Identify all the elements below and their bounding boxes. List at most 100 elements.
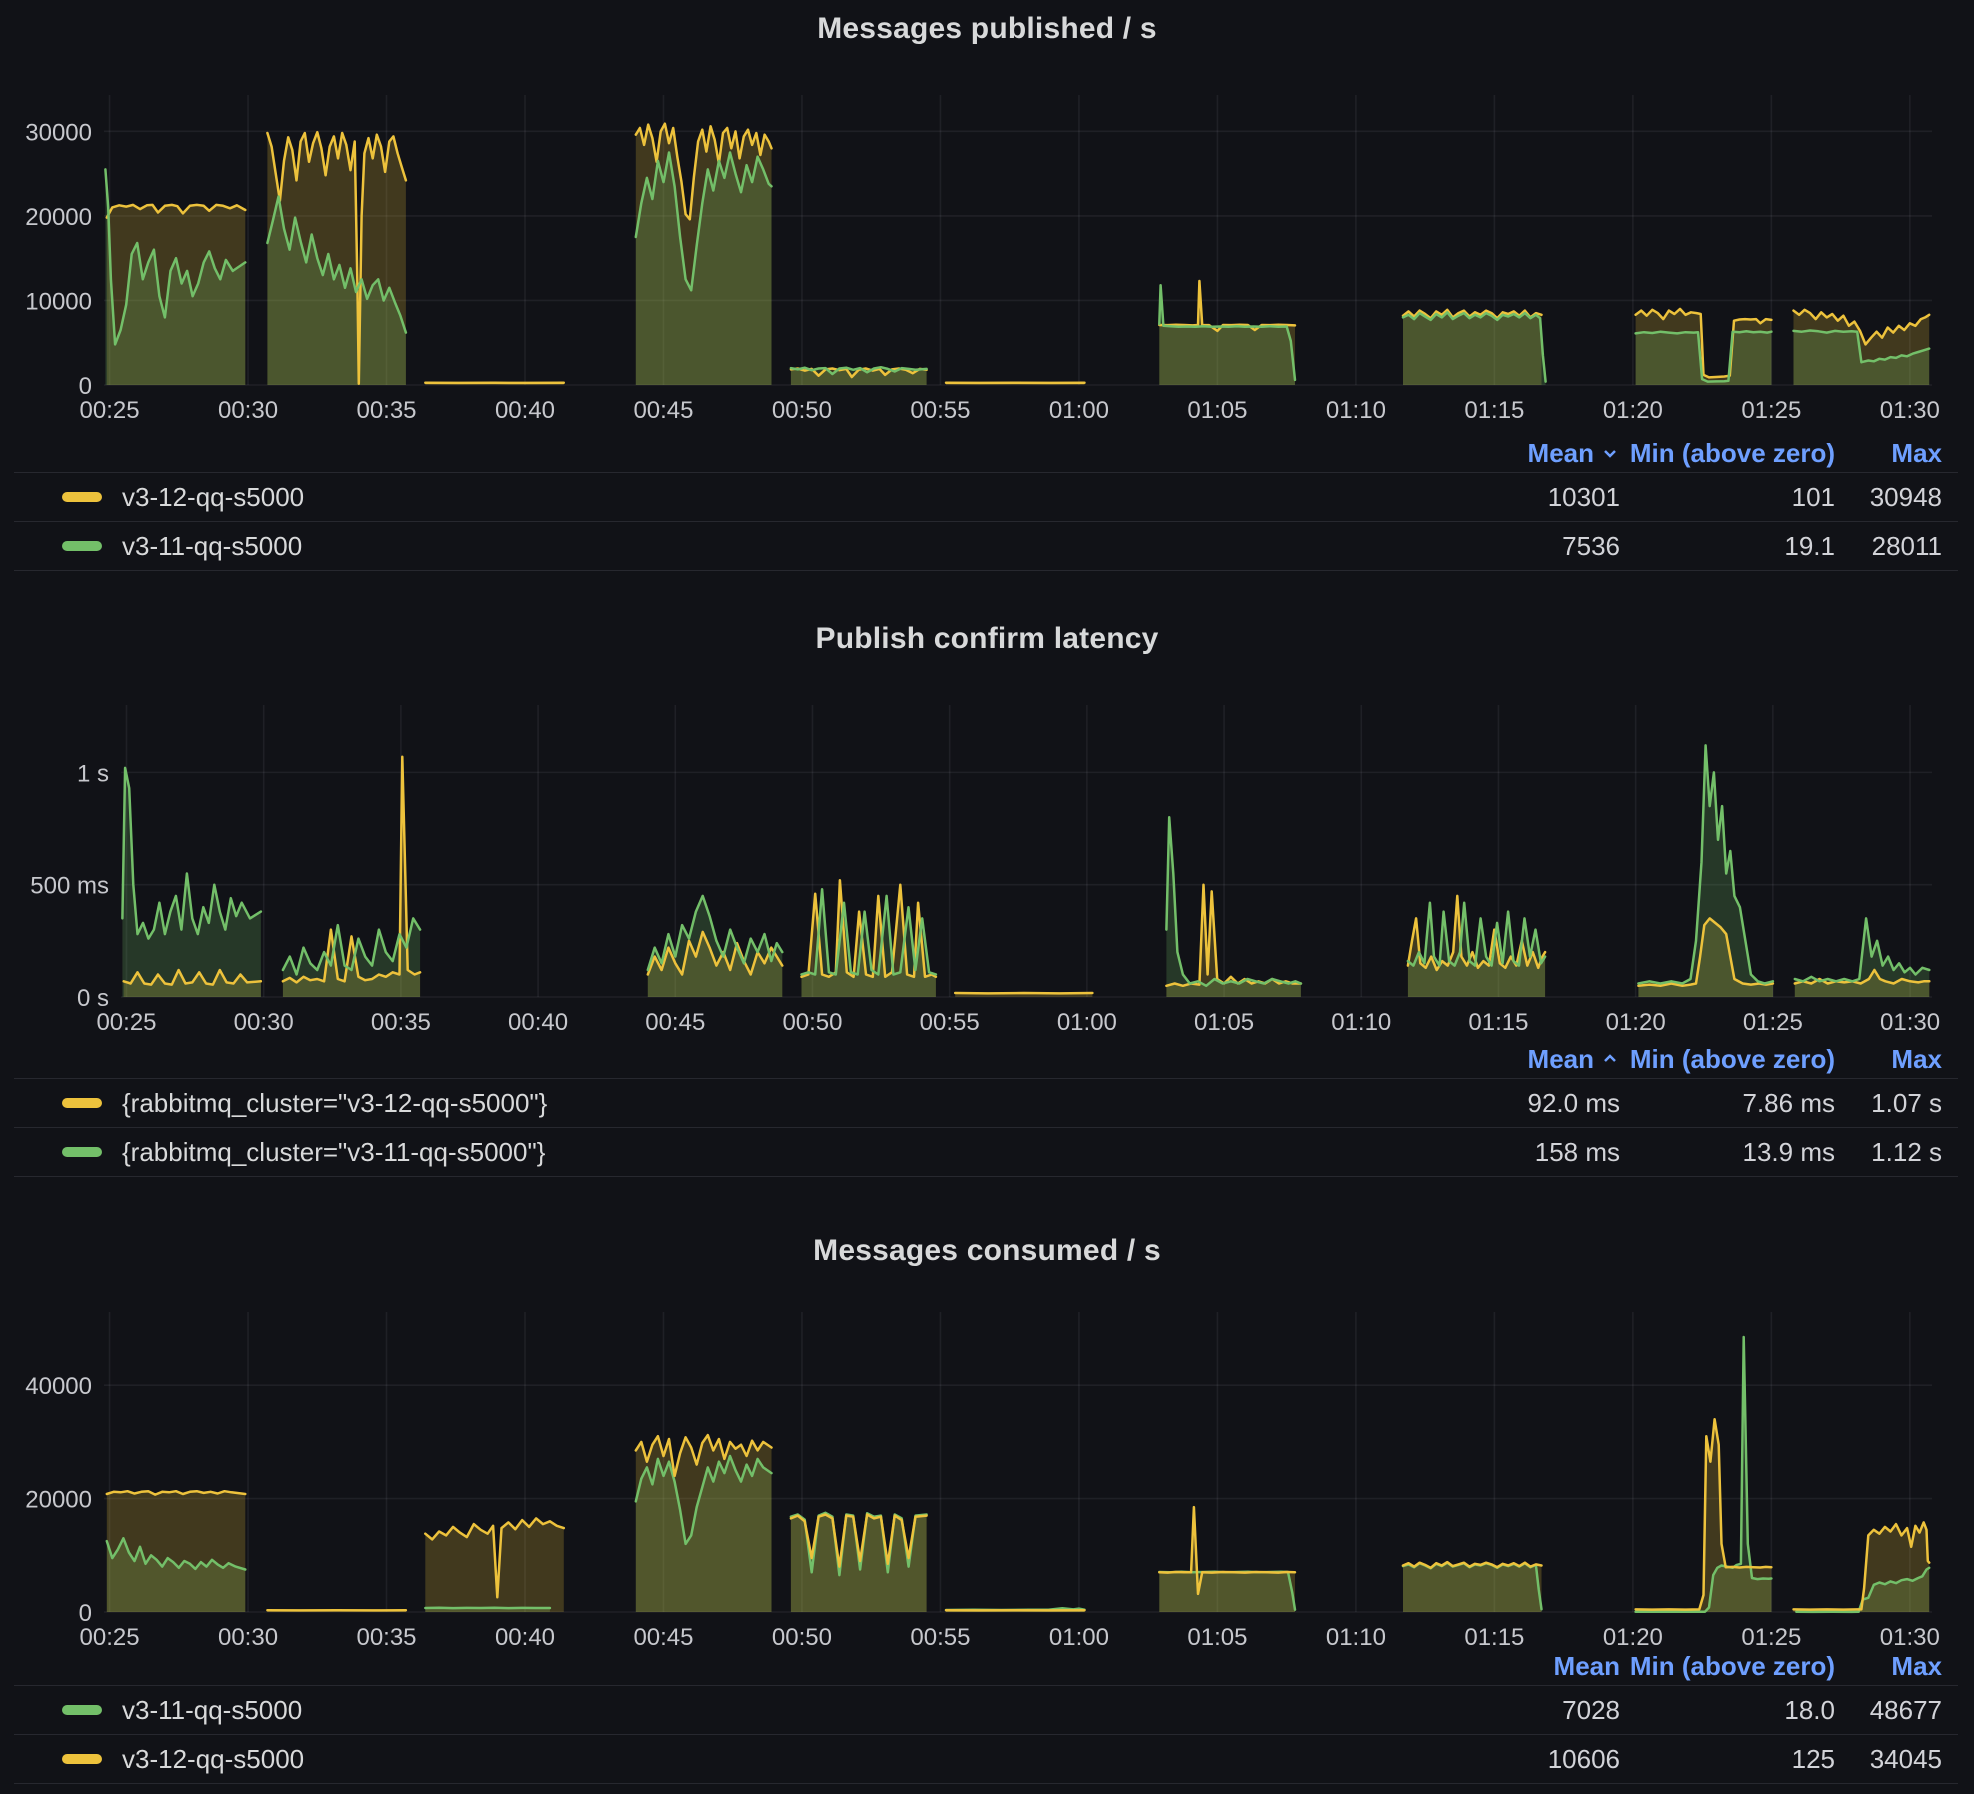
svg-text:00:45: 00:45 [633,397,693,424]
panel-title-publish-confirm-latency[interactable]: Publish confirm latency [815,622,1159,655]
svg-text:01:10: 01:10 [1331,1009,1391,1036]
svg-text:00:35: 00:35 [371,1009,431,1036]
legend-sort-mean[interactable]: Mean [1553,1650,1620,1681]
svg-text:00:35: 00:35 [356,397,416,424]
legend-header: Mean Min (above zero) Max [14,434,1958,472]
series-line-v3-11-qq-s5000 [266,195,408,334]
svg-text:00:35: 00:35 [356,1624,416,1651]
series-line-v3-11-qq-s5000 [1158,283,1297,382]
series-fill [1638,918,1773,997]
series-line-v3-11-qq-s5000 [104,168,247,346]
series-fill [1635,308,1772,385]
series-line-v3-11-qq-s5000 [634,1454,773,1546]
svg-text:01:20: 01:20 [1606,1009,1666,1036]
svg-text:01:05: 01:05 [1187,397,1247,424]
legend-sort-min[interactable]: Min (above zero) [1629,437,1835,468]
svg-text:00:50: 00:50 [772,1624,832,1651]
legend-sort-max[interactable]: Max [1891,1043,1942,1074]
legend-sort-max[interactable]: Max [1891,1650,1942,1681]
svg-text:00:25: 00:25 [96,1009,156,1036]
series-line-v3-12-qq-s5000 [424,1517,566,1599]
series-color-swatch-icon [62,1705,102,1715]
legend-row: {rabbitmq_cluster="v3-12-qq-s5000"} 92.0… [14,1078,1958,1127]
plot-area-messages-published[interactable] [104,95,1932,385]
svg-text:0: 0 [79,1600,92,1627]
svg-text:0 s: 0 s [77,985,109,1012]
plot-area-messages-consumed[interactable] [104,1312,1932,1612]
panel-chart-messages-published: 00:25 00:30 00:35 00:40 00:45 00:50 00:55 01:00… [25,95,1940,424]
series-line-v3-11-qq-s5000 [1792,329,1931,364]
legend-series-toggle[interactable]: v3-11-qq-s5000 [14,531,1450,562]
svg-text:01:00: 01:00 [1049,1624,1109,1651]
series-line-{rabbitmq_cluster="v3-12-qq-s5000"} [1165,883,1303,988]
svg-text:00:55: 00:55 [910,1624,970,1651]
series-line-{rabbitmq_cluster="v3-12-qq-s5000"} [1793,968,1931,985]
legend-series-toggle[interactable]: v3-11-qq-s5000 [14,1695,1450,1726]
series-line-{rabbitmq_cluster="v3-11-qq-s5000"} [1793,917,1931,983]
series-color-swatch-icon [62,1098,102,1108]
plot-area-publish-confirm-latency[interactable] [121,705,1932,997]
series-line-v3-12-qq-s5000 [634,122,773,221]
legend-min-value: 7.86 ms [1742,1087,1836,1118]
series-line-v3-12-qq-s5000 [1401,308,1543,320]
legend-mean-value: 92.0 ms [1527,1087,1621,1118]
legend-mean-value: 7536 [1562,530,1620,561]
series-line-v3-12-qq-s5000 [105,1489,247,1496]
legend-messages-published: Mean Min (above zero) Max v3-12-qq-s5000… [14,434,1958,571]
svg-text:01:10: 01:10 [1326,397,1386,424]
svg-text:01:05: 01:05 [1194,1009,1254,1036]
series-fill [790,368,927,385]
series-line-{rabbitmq_cluster="v3-12-qq-s5000"} [122,968,263,986]
legend-row: v3-12-qq-s5000 10606 125 34045 [14,1734,1958,1783]
series-fill [1796,1567,1930,1612]
svg-text:00:40: 00:40 [508,1009,568,1036]
series-fill [1166,817,1301,997]
legend-sort-min[interactable]: Min (above zero) [1629,1043,1835,1074]
legend-header: Mean Min (above zero) Max [14,1647,1958,1685]
svg-text:01:25: 01:25 [1743,1009,1803,1036]
series-fill [1793,330,1930,385]
legend-sort-min[interactable]: Min (above zero) [1629,1650,1835,1681]
series-fill [1793,1522,1930,1612]
panel-title-messages-consumed[interactable]: Messages consumed / s [813,1234,1161,1267]
series-fill [1638,745,1773,997]
series-line-v3-12-qq-s5000 [1634,1417,1773,1611]
svg-text:01:15: 01:15 [1464,397,1524,424]
series-line-{rabbitmq_cluster="v3-11-qq-s5000"} [121,766,263,940]
legend-publish-confirm-latency: Mean Min (above zero) Max {rabbitmq_clus… [14,1040,1958,1177]
legend-sort-mean[interactable]: Mean [1450,438,1620,469]
series-line-{rabbitmq_cluster="v3-11-qq-s5000"} [1165,816,1303,988]
legend-sort-max[interactable]: Max [1891,437,1942,468]
legend-series-toggle[interactable]: v3-12-qq-s5000 [14,1744,1450,1775]
series-line-v3-12-qq-s5000 [634,1433,773,1478]
panel-title-messages-published[interactable]: Messages published / s [817,12,1157,45]
series-line-{rabbitmq_cluster="v3-12-qq-s5000"} [800,878,938,979]
series-fill [1159,281,1295,385]
series-fill [635,1456,772,1612]
series-fill [1159,285,1295,385]
svg-text:00:40: 00:40 [495,397,555,424]
svg-text:10000: 10000 [25,288,92,315]
svg-text:500 ms: 500 ms [30,873,109,900]
series-fill [635,1435,772,1612]
series-line-v3-12-qq-s5000 [1401,1560,1543,1570]
series-fill [122,767,261,997]
legend-series-toggle[interactable]: v3-12-qq-s5000 [14,482,1450,513]
series-fill [106,1491,246,1612]
svg-text:00:45: 00:45 [645,1009,705,1036]
legend-series-toggle[interactable]: {rabbitmq_cluster="v3-11-qq-s5000"} [14,1137,1450,1168]
legend-series-toggle[interactable]: {rabbitmq_cluster="v3-12-qq-s5000"} [14,1088,1450,1119]
legend-max-value: 1.07 s [1871,1087,1942,1118]
series-fill [267,196,406,385]
series-line-v3-11-qq-s5000 [634,151,773,292]
chevron-down-icon [1604,450,1616,458]
series-fill [1407,895,1546,997]
series-line-v3-12-qq-s5000 [789,1513,928,1568]
svg-text:00:45: 00:45 [633,1624,693,1651]
legend-sort-mean[interactable]: Mean [1450,1044,1620,1075]
svg-text:00:55: 00:55 [910,397,970,424]
legend-mean-value: 10301 [1547,481,1620,512]
series-color-swatch-icon [62,1147,102,1157]
series-line-{rabbitmq_cluster="v3-11-qq-s5000"} [646,894,784,972]
svg-text:30000: 30000 [25,119,92,146]
